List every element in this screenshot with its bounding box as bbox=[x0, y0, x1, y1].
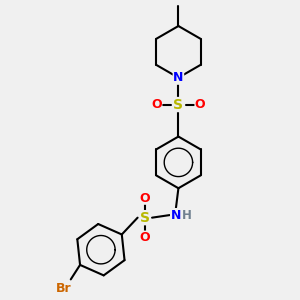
Text: S: S bbox=[173, 98, 183, 112]
Text: Br: Br bbox=[56, 282, 71, 295]
Text: N: N bbox=[173, 71, 184, 84]
Text: O: O bbox=[140, 231, 150, 244]
Text: O: O bbox=[140, 191, 150, 205]
Text: H: H bbox=[182, 208, 192, 222]
Text: O: O bbox=[152, 98, 162, 111]
Text: N: N bbox=[171, 208, 181, 222]
Text: S: S bbox=[140, 211, 150, 225]
Text: O: O bbox=[195, 98, 206, 111]
